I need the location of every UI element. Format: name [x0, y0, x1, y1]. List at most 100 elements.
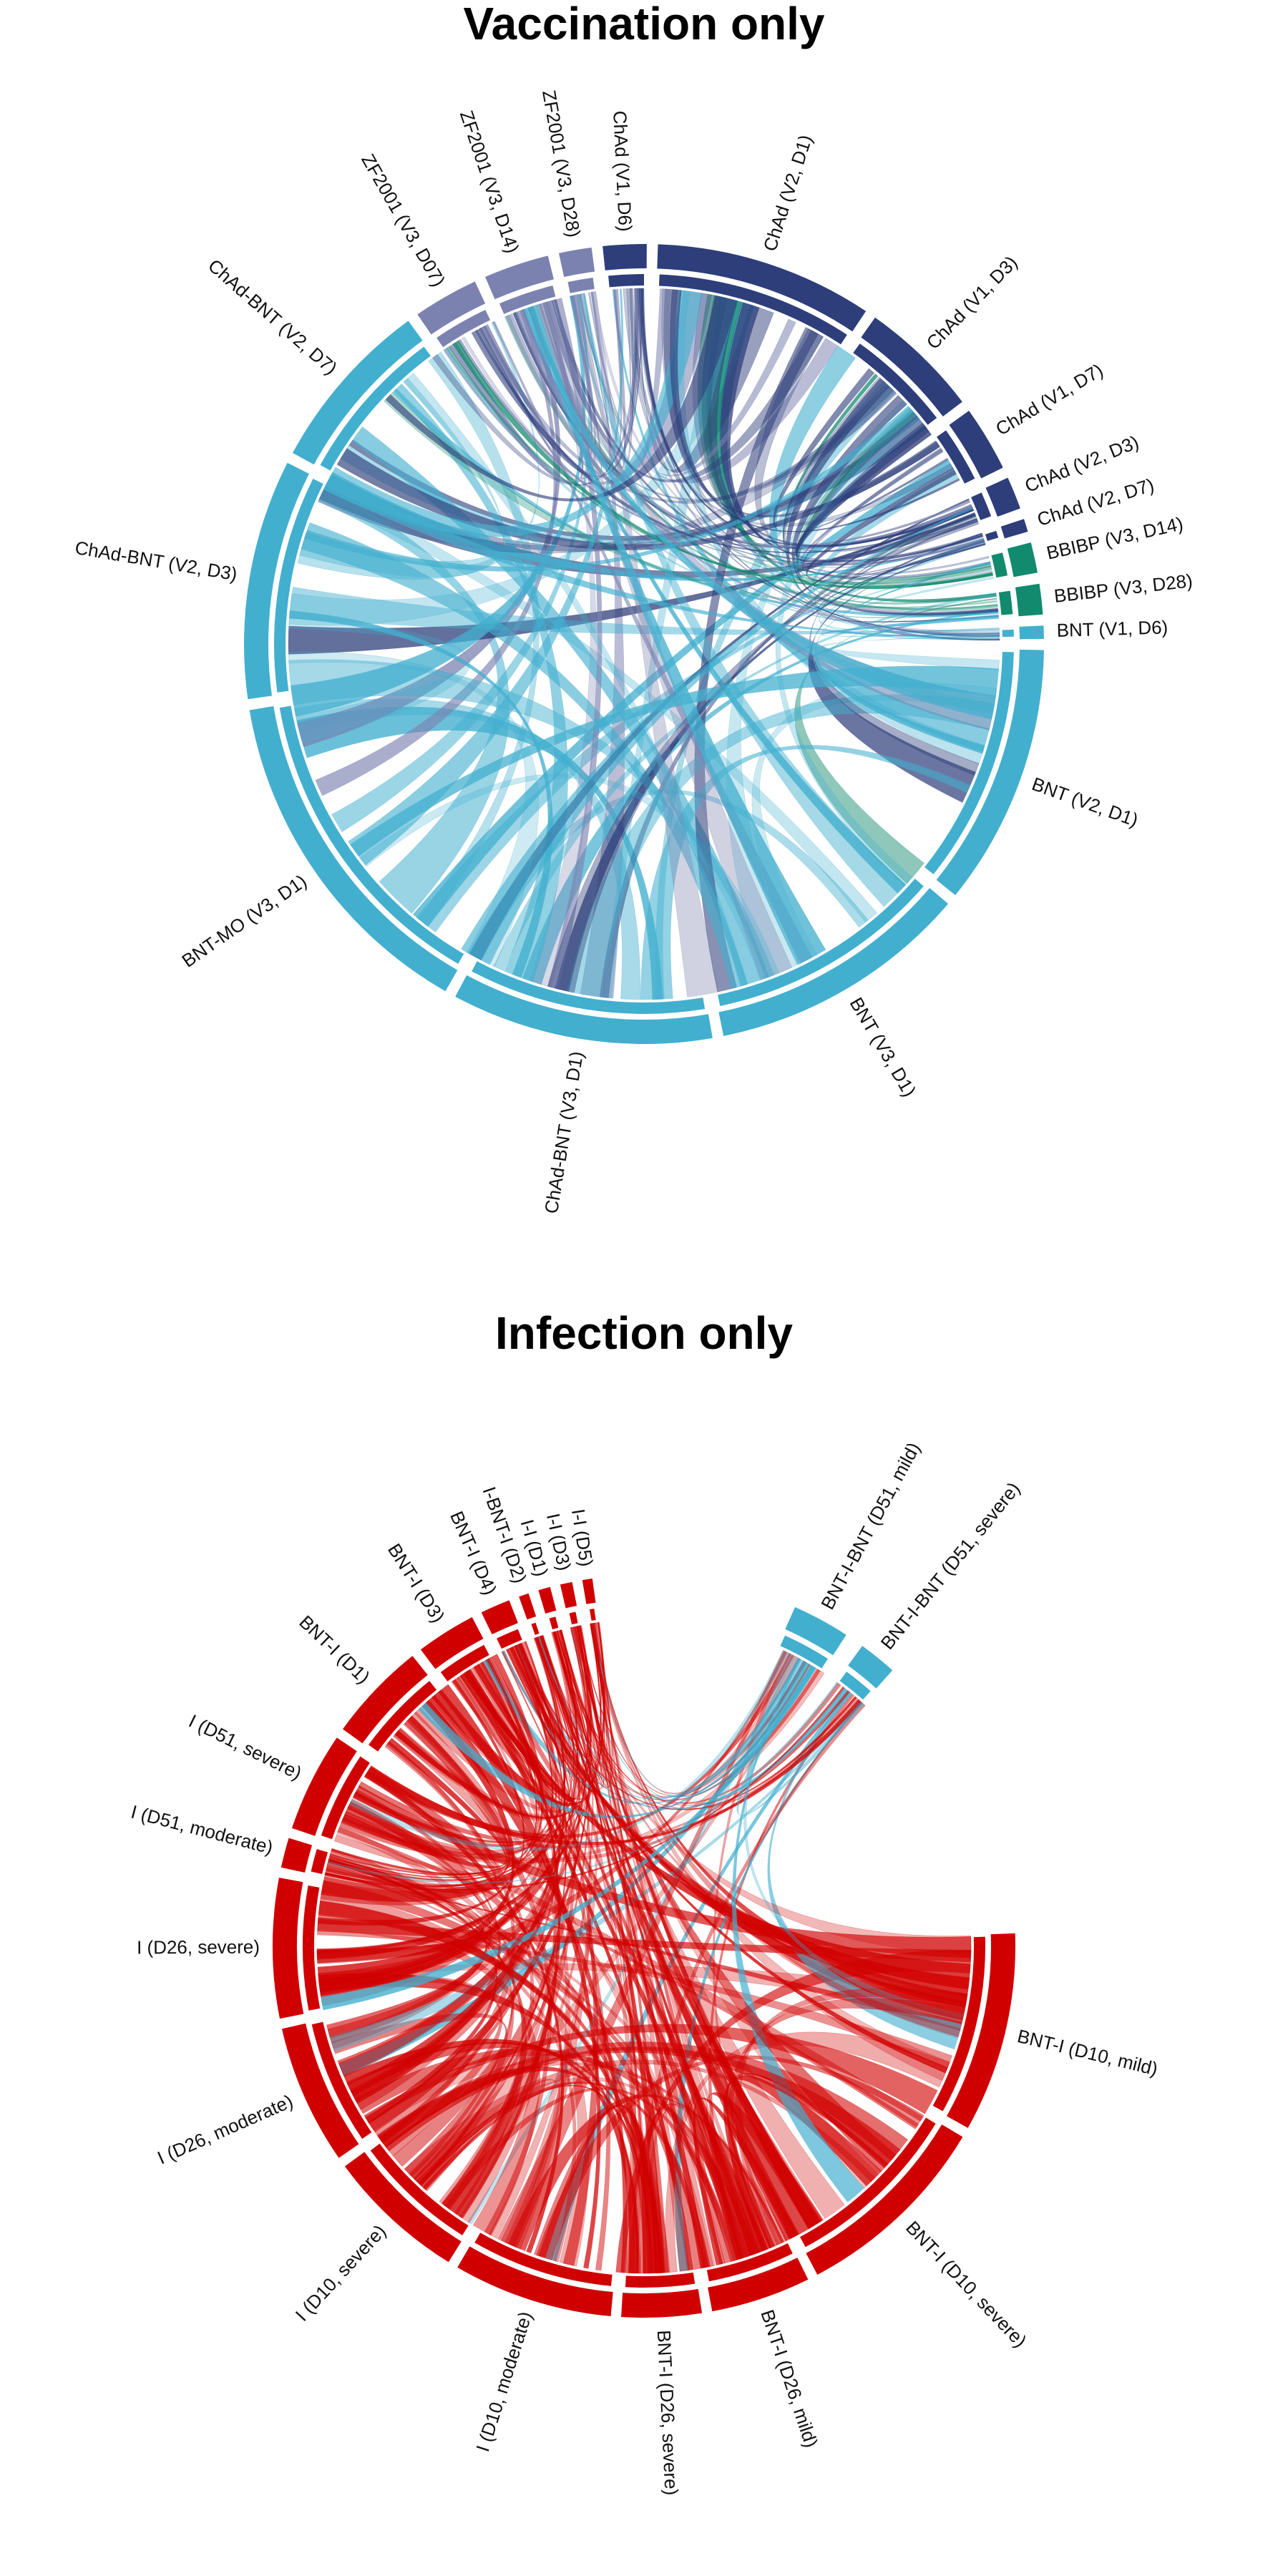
sector-label: ChAd (V1, D3) — [922, 252, 1022, 353]
chord-ribbon — [802, 447, 986, 578]
sector-inner-track — [937, 430, 975, 484]
sector-arc — [420, 1616, 484, 1669]
sector-inner-track — [474, 2233, 613, 2286]
sector-label: BNT-I-BNT (D51, severe) — [877, 1478, 1025, 1653]
chord-ribbon — [464, 1670, 748, 2260]
chord-ribbon — [438, 1684, 601, 2269]
sector-arc — [785, 1606, 847, 1656]
chord-ribbon — [536, 289, 623, 472]
chord-ribbon — [301, 522, 748, 990]
sector-arc — [582, 1579, 596, 1604]
chord-ribbon — [575, 1626, 769, 2251]
chord-ribbons — [288, 288, 1000, 1000]
chord-ribbon — [814, 513, 999, 619]
chord-ribbon — [773, 368, 949, 535]
chord-ribbon — [325, 1654, 544, 1887]
sector-arc — [455, 975, 713, 1044]
sector-inner-track — [472, 961, 706, 1015]
chord-ribbon — [448, 295, 593, 484]
chord-ribbon — [697, 293, 992, 581]
chord-ribbon — [537, 1636, 804, 1798]
chord-ribbon — [536, 2055, 924, 2260]
sector-arc — [344, 2152, 462, 2263]
chord-ribbon — [819, 562, 1000, 633]
chord-ribbon — [404, 373, 748, 987]
chord-ribbon — [599, 506, 974, 998]
chord-ribbon — [324, 1686, 845, 1891]
chord-ribbon — [519, 1642, 857, 1810]
panel-title-vaccination: Vaccination only — [463, 0, 824, 49]
chord-ribbon — [341, 1737, 507, 1869]
chord-ribbon — [318, 1650, 787, 1992]
chord-ribbon — [343, 1636, 566, 1856]
chord-ribbon — [304, 405, 914, 572]
chord-ribbon — [327, 1682, 840, 1884]
chord-ribbon — [806, 467, 986, 582]
sector-inner-track — [499, 286, 556, 314]
chord-ribbon — [501, 1631, 592, 2247]
sector-label: BNT-I (D26, severe) — [653, 2330, 683, 2496]
sector-label: ChAd (V1, D7) — [992, 359, 1106, 440]
sector-inner-track — [436, 309, 491, 348]
chord-ribbon — [348, 288, 624, 866]
chord-ribbon — [817, 540, 999, 623]
sector-inner-track — [985, 530, 999, 541]
chord-ribbon — [560, 1629, 897, 2172]
chord-ribbon — [318, 384, 897, 554]
chord-ribbon — [404, 2059, 876, 2182]
chord-ribbon — [377, 2066, 653, 2274]
chord-ribbon — [542, 1634, 822, 2229]
infection-chord-panel: Infection only BNT-I-BNT (D51, mild)BNT-… — [129, 1307, 1160, 2496]
chord-ribbon — [291, 295, 586, 718]
sector-inner-track — [369, 1681, 437, 1752]
chord-ribbon — [331, 293, 591, 832]
sector-arc — [708, 2258, 809, 2312]
chord-ribbon — [637, 288, 954, 527]
chord-ribbon — [328, 1661, 538, 1881]
chord-ribbon — [728, 1998, 965, 2253]
sector-arc — [806, 2124, 963, 2275]
chord-ribbon — [555, 1631, 648, 2274]
chord-ribbon — [786, 378, 1000, 640]
sector-inner-track — [608, 274, 644, 288]
sector-arc — [273, 1878, 304, 2019]
sector-arc — [481, 1600, 518, 1634]
chord-ribbon — [345, 1802, 924, 2128]
sector-inner-track — [497, 1629, 522, 1649]
sector-arc — [538, 1586, 557, 1614]
chord-ribbon — [462, 336, 1000, 633]
sector-label: ZF2001 (V3, D07) — [357, 150, 449, 291]
sector-arcs — [244, 244, 1044, 1044]
sector-label: ChAd (V2, D1) — [759, 132, 816, 254]
chord-ribbon — [808, 540, 985, 803]
sector-label: I (D10, moderate) — [472, 2309, 536, 2454]
sector-label: BNT (V3, D1) — [846, 994, 921, 1101]
chord-ribbon — [328, 1855, 778, 2249]
sector-label: BNT-I (D1) — [295, 1611, 374, 1687]
chord-ribbon — [592, 291, 985, 565]
chord-ribbon — [321, 1664, 816, 2011]
sector-label: I (D10, severe) — [291, 2220, 391, 2326]
chord-ribbon — [318, 487, 510, 914]
chord-ribbon — [385, 295, 738, 502]
sector-arc — [560, 1581, 577, 1609]
chord-ribbon — [525, 306, 997, 720]
sector-label: BNT-I (D10, mild) — [1015, 2025, 1160, 2080]
sector-inner-track — [924, 652, 1014, 874]
sector-arc — [949, 411, 1003, 479]
chord-ribbon — [432, 288, 639, 486]
chord-ribbon — [350, 1631, 575, 2102]
sector-label: I (D26, severe) — [137, 1936, 260, 1958]
sector-arc — [1000, 519, 1028, 539]
chord-ribbon — [556, 1630, 841, 1804]
sector-label: BNT (V2, D1) — [1029, 773, 1141, 831]
sector-inner-track — [320, 346, 431, 471]
sector-inner-track — [625, 2272, 696, 2288]
chord-ribbon — [341, 1696, 859, 1863]
chord-ribbon — [821, 635, 1000, 671]
sector-inner-track — [321, 1756, 370, 1840]
chord-ribbon — [316, 1930, 952, 2069]
sector-arc — [718, 887, 949, 1036]
sector-inner-track — [800, 2117, 936, 2248]
